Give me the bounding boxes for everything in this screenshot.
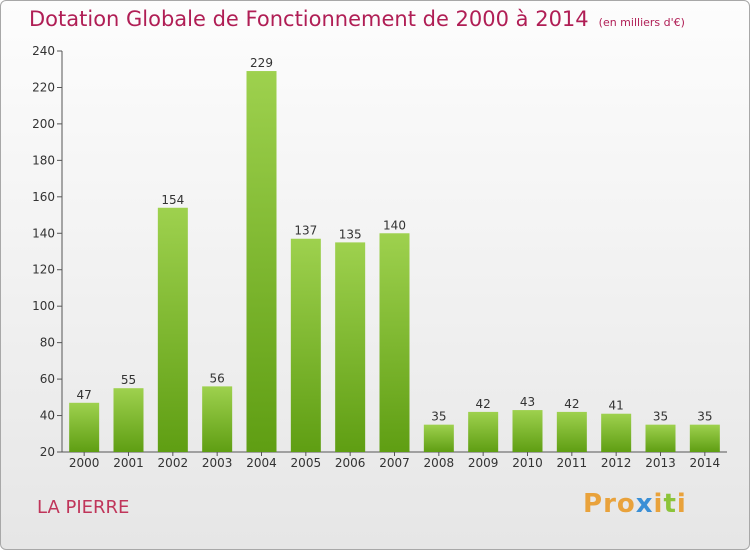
x-tick-label: 2001 <box>113 456 144 470</box>
x-tick-label: 2002 <box>158 456 189 470</box>
labels: 47 2000 55 2001 154 2002 56 2003 229 2004 137 2005 1… <box>69 56 720 470</box>
commune-name: LA PIERRE <box>37 497 130 518</box>
bar <box>379 233 410 452</box>
bar <box>689 424 720 452</box>
chart-title-text: Dotation Globale de Fonctionnement de 20… <box>29 7 589 31</box>
y-tick-label: 80 <box>40 336 55 350</box>
data-label: 35 <box>697 410 712 424</box>
bar <box>423 424 454 452</box>
x-tick-label: 2008 <box>424 456 455 470</box>
data-label: 42 <box>476 397 491 411</box>
bar <box>113 388 144 452</box>
y-tick-label: 160 <box>32 190 55 204</box>
x-tick-label: 2003 <box>202 456 233 470</box>
y-tick-label: 20 <box>40 445 55 459</box>
bar <box>157 207 188 452</box>
unit-label: (en milliers d'€) <box>598 16 685 29</box>
bar <box>512 410 543 452</box>
x-tick-label: 2000 <box>69 456 100 470</box>
bar <box>645 424 676 452</box>
data-label: 41 <box>609 399 624 413</box>
x-tick-label: 2005 <box>291 456 322 470</box>
x-tick-label: 2014 <box>690 456 721 470</box>
x-tick-label: 2012 <box>601 456 632 470</box>
y-tick-label: 220 <box>32 80 55 94</box>
bar <box>335 242 366 452</box>
data-label: 135 <box>339 227 362 241</box>
data-label: 154 <box>161 193 184 207</box>
bar <box>468 411 499 452</box>
x-tick-label: 2007 <box>379 456 410 470</box>
bar <box>202 386 233 452</box>
data-label: 229 <box>250 56 273 70</box>
bar <box>556 411 587 452</box>
chart-title: Dotation Globale de Fonctionnement de 20… <box>29 7 685 31</box>
y-tick-label: 240 <box>32 44 55 58</box>
data-label: 43 <box>520 395 535 409</box>
x-tick-label: 2009 <box>468 456 499 470</box>
bar <box>69 402 100 452</box>
data-label: 137 <box>294 224 317 238</box>
y-tick-label: 100 <box>32 299 55 313</box>
x-tick-label: 2010 <box>512 456 543 470</box>
bar <box>601 413 632 452</box>
x-tick-label: 2013 <box>645 456 676 470</box>
y-tick-label: 180 <box>32 153 55 167</box>
data-label: 35 <box>653 410 668 424</box>
data-label: 35 <box>431 410 446 424</box>
x-tick-label: 2006 <box>335 456 366 470</box>
y-tick-label: 140 <box>32 226 55 240</box>
bar <box>246 71 277 453</box>
axes: 20 40 60 80 100 120 140 160 180 200 220 240 <box>32 44 727 459</box>
x-tick-label: 2011 <box>557 456 588 470</box>
data-label: 47 <box>77 388 92 402</box>
bars <box>69 71 720 453</box>
bar <box>290 238 321 452</box>
data-label: 56 <box>210 371 225 385</box>
x-tick-label: 2004 <box>246 456 277 470</box>
y-tick-label: 120 <box>32 263 55 277</box>
data-label: 140 <box>383 218 406 232</box>
data-label: 55 <box>121 373 136 387</box>
y-tick-label: 200 <box>32 117 55 131</box>
proxiti-logo: Proxiti <box>583 489 687 519</box>
data-label: 42 <box>564 397 579 411</box>
y-tick-label: 60 <box>40 372 55 386</box>
y-tick-label: 40 <box>40 409 55 423</box>
